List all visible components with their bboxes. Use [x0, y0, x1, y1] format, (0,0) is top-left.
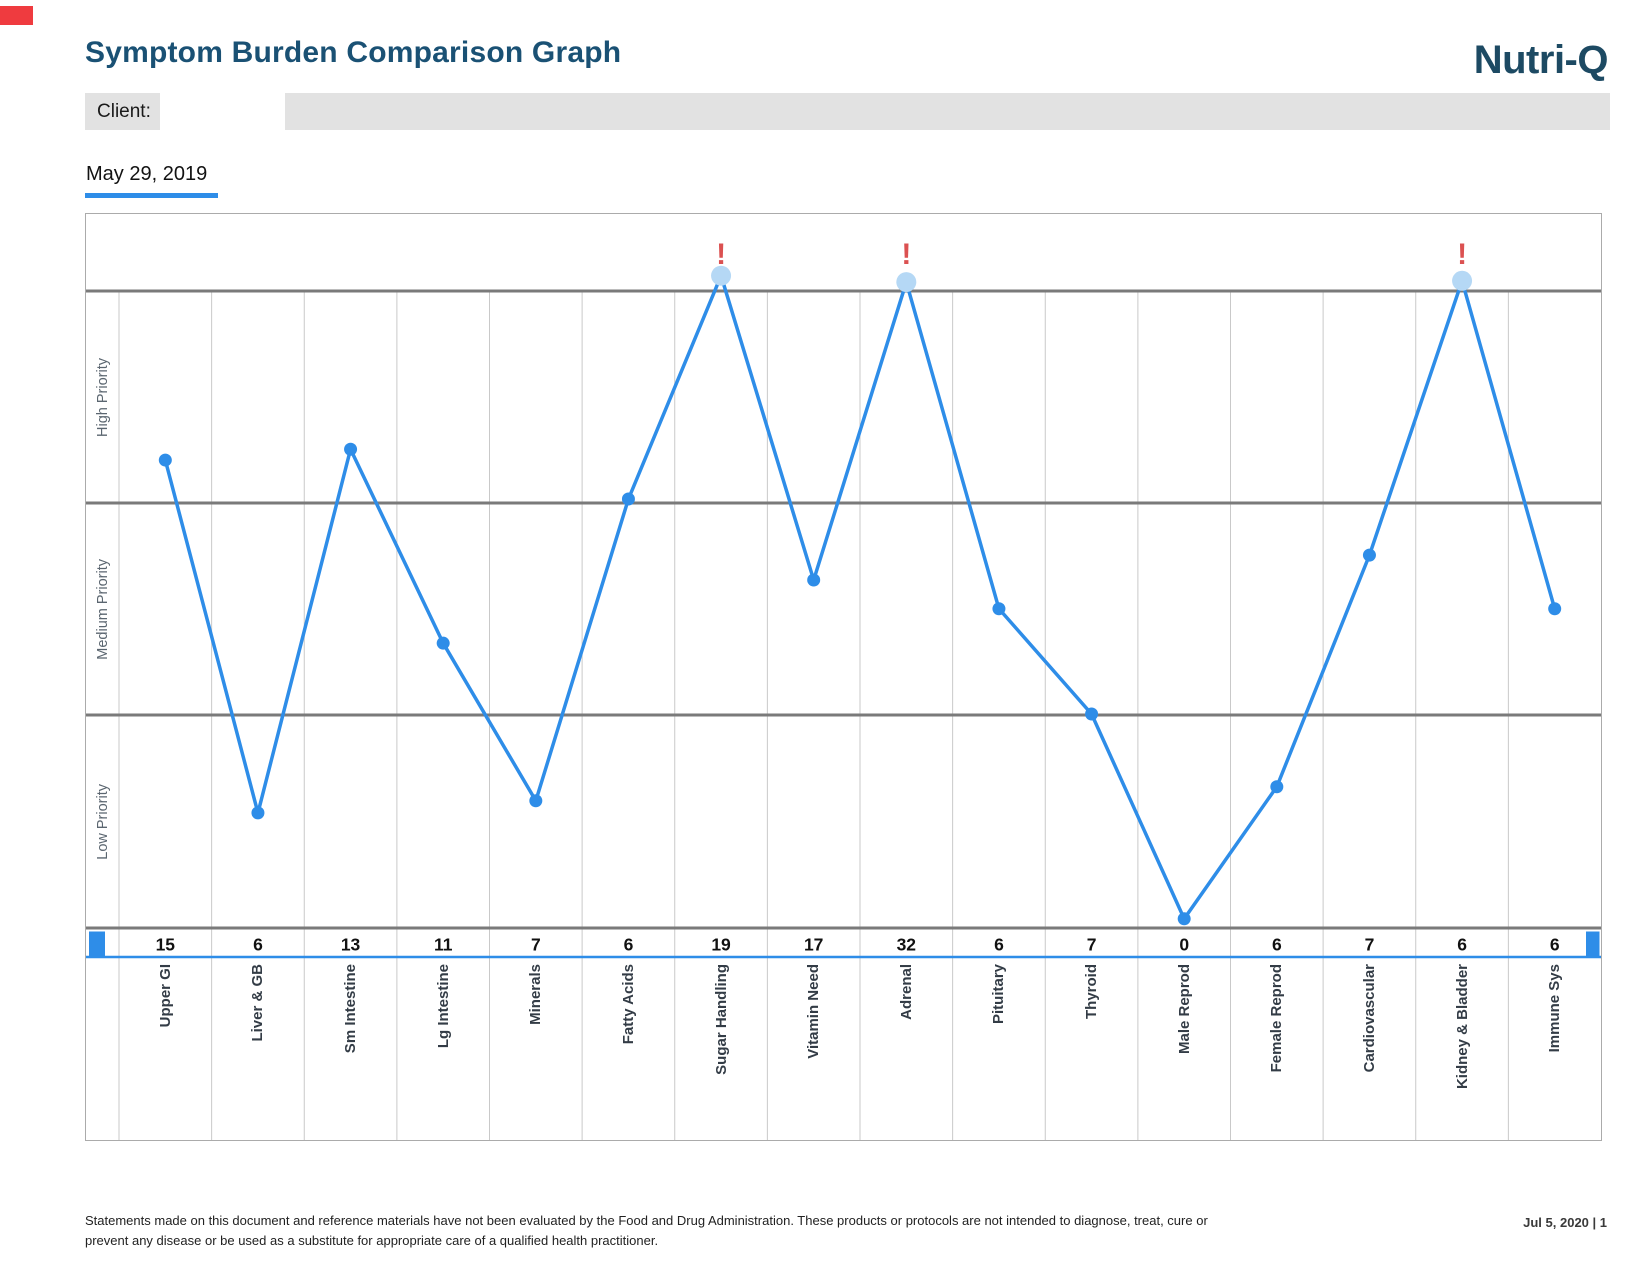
data-point — [1177, 912, 1191, 926]
print-date-page-number: Jul 5, 2020 | 1 — [1523, 1215, 1607, 1230]
priority-band-label: High Priority — [86, 291, 119, 503]
score-value: 7 — [1087, 935, 1097, 955]
data-point — [436, 636, 450, 650]
chart-date-label: May 29, 2019 — [86, 163, 208, 185]
data-point — [1270, 780, 1284, 794]
data-point — [344, 442, 358, 456]
data-point — [1548, 602, 1562, 616]
data-point — [158, 453, 172, 467]
score-value: 7 — [531, 935, 541, 955]
category-label: Fatty Acids — [582, 964, 675, 1136]
category-label-text: Vitamin Need — [805, 964, 823, 1059]
category-label: Thyroid — [1045, 964, 1138, 1136]
score-value: 6 — [994, 935, 1004, 955]
priority-band-label: Low Priority — [86, 715, 119, 928]
data-point — [992, 602, 1006, 616]
red-marker — [0, 6, 33, 25]
brand-logo: Nutri-Q — [1473, 38, 1609, 82]
data-point-highlight — [711, 265, 732, 286]
alert-exclamation-icon: ! — [1457, 238, 1467, 271]
priority-band-label-text: High Priority — [94, 357, 111, 437]
score-value: 6 — [1272, 935, 1282, 955]
score-row-left-cap — [89, 931, 105, 958]
footer-line: prevent any disease or be used as a subs… — [85, 1233, 659, 1248]
alert-exclamation-icon: ! — [901, 238, 911, 271]
category-label: Cardiovascular — [1323, 964, 1416, 1136]
footer-line: Statements made on this document and ref… — [85, 1213, 1208, 1228]
category-label-text: Kidney & Bladder — [1453, 964, 1471, 1090]
category-label-text: Cardiovascular — [1360, 964, 1378, 1073]
category-label-text: Female Reprod — [1268, 964, 1286, 1073]
category-label-text: Fatty Acids — [619, 964, 637, 1045]
category-label-text: Lg Intestine — [434, 964, 452, 1049]
symptom-line-chart-canvas: 15 6 13 11 7 6! 19 17! 32 6 7 0 6 7! 6 6 — [86, 238, 1601, 1140]
data-point — [1085, 707, 1099, 721]
priority-band-label-text: Medium Priority — [94, 558, 111, 660]
category-label-text: Sm Intestine — [342, 964, 360, 1054]
footer-disclaimer: Statements made on this document and ref… — [85, 1211, 1208, 1251]
category-label: Adrenal — [860, 964, 953, 1136]
category-label: Sugar Handling — [675, 964, 768, 1136]
category-label: Male Reprod — [1138, 964, 1231, 1136]
score-value: 15 — [156, 935, 176, 955]
category-label-text: Minerals — [527, 964, 545, 1025]
category-label-text: Liver & GB — [249, 964, 267, 1042]
priority-band-label-text: Low Priority — [94, 783, 111, 860]
category-label: Kidney & Bladder — [1416, 964, 1509, 1136]
category-label-text: Adrenal — [897, 964, 915, 1020]
category-label-text: Upper GI — [156, 964, 174, 1028]
category-label-text: Thyroid — [1083, 964, 1101, 1019]
category-label: Minerals — [490, 964, 583, 1136]
data-point — [1362, 548, 1376, 562]
category-label: Pituitary — [953, 964, 1046, 1136]
score-value: 6 — [624, 935, 634, 955]
category-label-text: Sugar Handling — [712, 964, 730, 1075]
category-label: Immune Sys — [1508, 964, 1601, 1136]
score-value: 7 — [1365, 935, 1375, 955]
page-title: Symptom Burden Comparison Graph — [85, 36, 622, 69]
data-point-highlight — [896, 272, 917, 293]
client-bar: Client: — [85, 93, 1610, 130]
score-value: 17 — [804, 935, 823, 955]
client-label: Client: — [97, 101, 151, 122]
score-value: 6 — [253, 935, 263, 955]
data-point — [251, 806, 265, 820]
data-point — [807, 573, 821, 587]
data-point — [529, 794, 543, 808]
score-value: 32 — [897, 935, 917, 955]
data-point-highlight — [1452, 270, 1473, 291]
score-value: 0 — [1179, 935, 1189, 955]
score-row-right-cap — [1586, 931, 1600, 958]
alert-exclamation-icon: ! — [716, 238, 726, 271]
category-label: Vitamin Need — [767, 964, 860, 1136]
category-axis: Upper GI Liver & GB Sm Intestine Lg Intesti… — [119, 958, 1603, 1142]
score-value: 19 — [711, 935, 731, 955]
category-label: Female Reprod — [1231, 964, 1324, 1136]
symptom-trend-line — [163, 273, 1557, 921]
category-label: Upper GI — [119, 964, 212, 1136]
score-value: 6 — [1457, 935, 1467, 955]
chart-date-underline — [85, 193, 218, 198]
client-name-redacted — [160, 93, 285, 130]
score-value: 6 — [1550, 935, 1560, 955]
priority-axis: High Priority Medium Priority Low Priority — [86, 214, 119, 1142]
priority-band-label: Medium Priority — [86, 503, 119, 715]
category-label-text: Pituitary — [990, 964, 1008, 1025]
category-label: Lg Intestine — [397, 964, 490, 1136]
category-label-text: Male Reprod — [1175, 964, 1193, 1055]
category-label: Sm Intestine — [304, 964, 397, 1136]
symptom-burden-chart: 15 6 13 11 7 6! 19 17! 32 6 7 0 6 7! 6 6 High Priority M… — [85, 213, 1602, 1141]
score-value: 13 — [341, 935, 361, 955]
category-label: Liver & GB — [212, 964, 305, 1136]
data-point — [621, 492, 635, 506]
score-value: 11 — [434, 935, 453, 955]
category-label-text: Immune Sys — [1546, 964, 1564, 1053]
